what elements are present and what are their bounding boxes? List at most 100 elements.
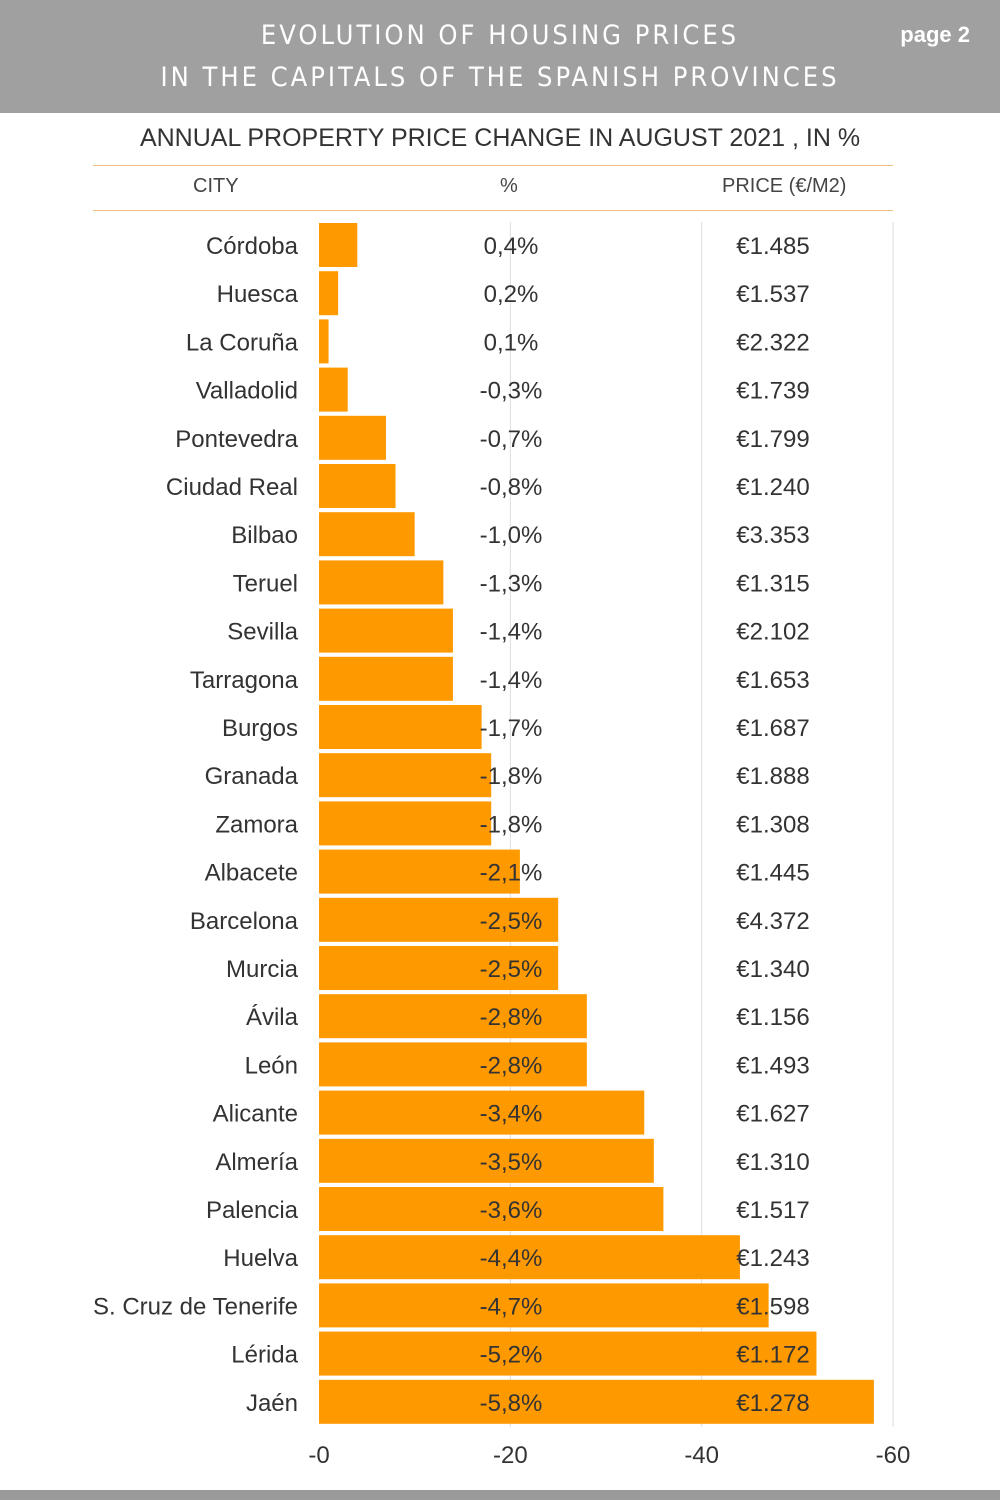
category-label: Alicante bbox=[213, 1101, 298, 1128]
price-label: €1.537 bbox=[736, 281, 809, 308]
percent-label: -2,8% bbox=[480, 1052, 543, 1079]
column-header-percent: % bbox=[500, 175, 518, 197]
title-line-2: IN THE CAPITALS OF THE SPANISH PROVINCES bbox=[160, 62, 840, 93]
x-tick-label: -60 bbox=[876, 1442, 911, 1469]
percent-label: -1,4% bbox=[480, 667, 543, 694]
bar bbox=[319, 608, 453, 653]
column-header-price: PRICE (€/M2) bbox=[722, 175, 847, 197]
category-label: Sevilla bbox=[227, 619, 298, 646]
x-tick-label: -40 bbox=[684, 1442, 719, 1469]
percent-label: -0,3% bbox=[480, 378, 543, 405]
price-label: €1.156 bbox=[736, 1004, 809, 1031]
percent-label: -1,4% bbox=[480, 619, 543, 646]
price-label: €1.687 bbox=[736, 715, 809, 742]
bar bbox=[319, 849, 520, 894]
column-header-city: CITY bbox=[193, 175, 239, 197]
bar bbox=[319, 801, 492, 846]
price-label: €3.353 bbox=[736, 522, 809, 549]
footer-bar bbox=[0, 1490, 1000, 1500]
category-label: Huelva bbox=[223, 1245, 298, 1272]
price-label: €1.308 bbox=[736, 811, 809, 838]
bar bbox=[319, 512, 415, 557]
percent-label: -2,5% bbox=[480, 908, 543, 935]
category-label: León bbox=[245, 1052, 298, 1079]
bar bbox=[319, 464, 396, 508]
bar bbox=[319, 705, 482, 749]
percent-label: -2,1% bbox=[480, 860, 543, 887]
price-label: €2.322 bbox=[736, 329, 809, 356]
percent-label: -3,5% bbox=[480, 1149, 543, 1176]
bar bbox=[319, 1379, 874, 1424]
category-label: Ávila bbox=[246, 1004, 299, 1031]
bar bbox=[319, 656, 453, 701]
title-line-1: EVOLUTION OF HOUSING PRICES bbox=[260, 20, 740, 51]
price-label: €1.243 bbox=[736, 1245, 809, 1272]
bar bbox=[319, 994, 587, 1039]
price-label: €1.340 bbox=[736, 956, 809, 983]
top-divider bbox=[93, 165, 893, 166]
price-label: €1.172 bbox=[736, 1342, 809, 1369]
percent-label: -1,3% bbox=[480, 570, 543, 597]
category-label: Burgos bbox=[222, 715, 298, 742]
category-label: Huesca bbox=[217, 281, 299, 308]
bar bbox=[319, 271, 339, 316]
category-label: Valladolid bbox=[196, 378, 298, 405]
category-label: Pontevedra bbox=[175, 426, 298, 453]
bar bbox=[319, 1187, 664, 1231]
bar bbox=[319, 753, 492, 798]
chart-title: ANNUAL PROPERTY PRICE CHANGE IN AUGUST 2… bbox=[139, 124, 861, 152]
category-label: Almería bbox=[215, 1149, 298, 1176]
price-label: €4.372 bbox=[736, 908, 809, 935]
page-label: page 2 bbox=[900, 22, 970, 47]
percent-label: 0,4% bbox=[484, 233, 539, 260]
percent-label: -0,7% bbox=[480, 426, 543, 453]
bar bbox=[319, 1090, 645, 1135]
category-label: Palencia bbox=[206, 1197, 299, 1224]
category-label: Jaén bbox=[246, 1390, 298, 1417]
x-tick-label: -0 bbox=[308, 1442, 329, 1469]
header-banner bbox=[0, 0, 1000, 113]
percent-label: -5,8% bbox=[480, 1390, 543, 1417]
percent-label: 0,1% bbox=[484, 329, 539, 356]
bar bbox=[319, 319, 329, 364]
category-label: Bilbao bbox=[231, 522, 298, 549]
bar bbox=[319, 897, 559, 942]
bar bbox=[319, 1331, 817, 1376]
percent-label: -1,0% bbox=[480, 522, 543, 549]
percent-label: -0,8% bbox=[480, 474, 543, 501]
bar bbox=[319, 367, 348, 412]
category-label: Teruel bbox=[233, 570, 298, 597]
price-label: €1.739 bbox=[736, 378, 809, 405]
bar bbox=[319, 1283, 769, 1328]
price-label: €1.240 bbox=[736, 474, 809, 501]
price-label: €1.310 bbox=[736, 1149, 809, 1176]
percent-label: 0,2% bbox=[484, 281, 539, 308]
x-tick-label: -20 bbox=[493, 1442, 528, 1469]
percent-label: -5,2% bbox=[480, 1342, 543, 1369]
category-label: Zamora bbox=[215, 811, 298, 838]
category-label: La Coruña bbox=[186, 329, 299, 356]
category-label: Lérida bbox=[231, 1342, 298, 1369]
percent-label: -2,8% bbox=[480, 1004, 543, 1031]
price-label: €1.445 bbox=[736, 860, 809, 887]
category-label: Barcelona bbox=[190, 908, 299, 935]
bar bbox=[319, 223, 358, 267]
price-label: €1.799 bbox=[736, 426, 809, 453]
price-label: €2.102 bbox=[736, 619, 809, 646]
price-label: €1.485 bbox=[736, 233, 809, 260]
price-label: €1.653 bbox=[736, 667, 809, 694]
bar bbox=[319, 1042, 587, 1087]
percent-label: -1,8% bbox=[480, 763, 543, 790]
price-label: €1.627 bbox=[736, 1101, 809, 1128]
percent-label: -2,5% bbox=[480, 956, 543, 983]
bar bbox=[319, 946, 559, 990]
bar bbox=[319, 1235, 740, 1280]
bar bbox=[319, 415, 386, 460]
price-label: €1.598 bbox=[736, 1293, 809, 1320]
category-label: Ciudad Real bbox=[166, 474, 298, 501]
category-label: Albacete bbox=[205, 860, 298, 887]
price-label: €1.315 bbox=[736, 570, 809, 597]
category-label: Murcia bbox=[226, 956, 299, 983]
category-label: Granada bbox=[205, 763, 299, 790]
